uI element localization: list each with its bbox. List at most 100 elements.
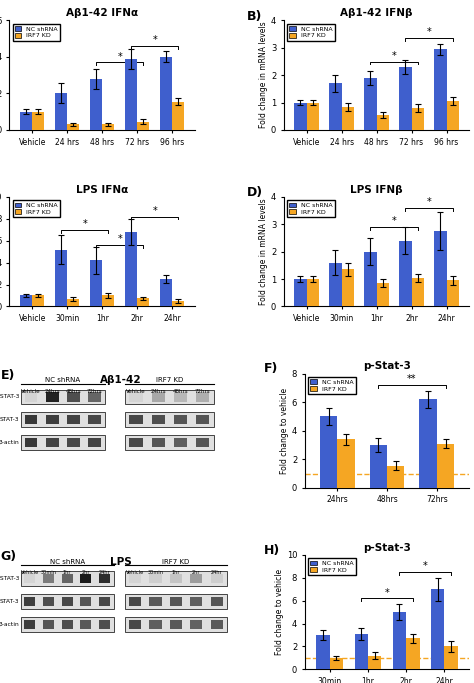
Bar (152, 438, 165, 447)
Text: 48hrs: 48hrs (173, 389, 188, 394)
Text: STAT-3: STAT-3 (0, 417, 19, 422)
Bar (25, 392, 37, 402)
Text: B): B) (247, 10, 262, 23)
Bar (376, 283, 389, 307)
Text: *: * (423, 561, 428, 571)
Text: IRF7 KD: IRF7 KD (155, 377, 183, 383)
Bar (25, 415, 37, 424)
Text: G): G) (0, 550, 17, 563)
Bar (125, 389, 214, 404)
Y-axis label: Fold change in mRNA levels: Fold change in mRNA levels (259, 22, 268, 128)
Title: Aβ1-42 IFNβ: Aβ1-42 IFNβ (340, 8, 413, 18)
Text: 24hrs: 24hrs (150, 389, 166, 394)
Text: 2hr: 2hr (82, 570, 90, 575)
Legend: NC shRNA, IRF7 KD: NC shRNA, IRF7 KD (13, 200, 61, 217)
Bar (46, 438, 58, 447)
Bar (67, 124, 80, 130)
Text: p-STAT-3: p-STAT-3 (0, 395, 19, 400)
Bar (62, 619, 73, 629)
Text: 24hr: 24hr (99, 570, 110, 575)
Text: *: * (152, 206, 157, 216)
Bar (99, 597, 110, 606)
Bar (80, 574, 91, 583)
Bar (99, 574, 110, 583)
Bar (20, 296, 32, 307)
Text: *: * (82, 219, 87, 229)
Bar (90, 260, 102, 307)
Bar (125, 232, 137, 307)
Bar (149, 597, 162, 606)
Bar (80, 597, 91, 606)
Bar (160, 279, 172, 307)
Bar (125, 413, 214, 428)
Text: p-STAT-3: p-STAT-3 (0, 576, 19, 581)
Bar (329, 263, 342, 307)
Bar (190, 574, 202, 583)
Bar (434, 49, 447, 130)
Text: Vehicle: Vehicle (21, 389, 41, 394)
Bar (174, 392, 187, 402)
Bar (406, 639, 419, 669)
Bar (294, 102, 307, 130)
Text: *: * (427, 197, 431, 207)
Bar (32, 111, 45, 130)
Bar (399, 67, 411, 130)
Bar (43, 574, 54, 583)
Bar (20, 413, 105, 428)
Bar (307, 102, 319, 130)
Y-axis label: Fold change to vehicle: Fold change to vehicle (275, 569, 284, 655)
Bar (393, 612, 406, 669)
Bar (437, 443, 454, 488)
Bar (55, 94, 67, 130)
Bar (88, 438, 100, 447)
Bar (43, 597, 54, 606)
Text: *: * (427, 27, 431, 38)
Bar (125, 571, 227, 586)
Y-axis label: Fold change to vehicle: Fold change to vehicle (280, 388, 289, 474)
Bar (320, 417, 337, 488)
Bar (80, 619, 91, 629)
Bar (447, 281, 459, 307)
Bar (411, 108, 424, 130)
Bar (46, 392, 58, 402)
Text: 30min: 30min (41, 570, 56, 575)
Bar (137, 122, 149, 130)
Bar (447, 101, 459, 130)
Bar (210, 597, 223, 606)
Bar (20, 571, 114, 586)
Text: D): D) (247, 186, 263, 199)
Bar (368, 656, 381, 669)
Bar (129, 438, 143, 447)
Text: 1hr: 1hr (172, 570, 180, 575)
Bar (46, 415, 58, 424)
Bar (190, 597, 202, 606)
Bar (67, 438, 80, 447)
Text: STAT-3: STAT-3 (0, 599, 19, 604)
Bar (170, 619, 182, 629)
Bar (316, 635, 330, 669)
Text: 30min: 30min (147, 570, 164, 575)
Bar (88, 392, 100, 402)
Bar (445, 647, 458, 669)
Text: 2hr: 2hr (192, 570, 201, 575)
Bar (329, 83, 342, 130)
Bar (24, 574, 36, 583)
Bar (172, 301, 184, 307)
Text: *: * (117, 234, 122, 245)
Text: Vehicle: Vehicle (126, 570, 144, 575)
Text: Aβ1-42: Aβ1-42 (100, 375, 141, 385)
Bar (24, 619, 36, 629)
Text: H): H) (264, 544, 280, 557)
Bar (387, 466, 404, 488)
Bar (125, 435, 214, 450)
Bar (67, 392, 80, 402)
Bar (355, 634, 368, 669)
Bar (370, 445, 387, 488)
Bar (337, 439, 355, 488)
Text: NC shRNA: NC shRNA (45, 377, 80, 383)
Bar (210, 619, 223, 629)
Bar (190, 619, 202, 629)
Y-axis label: Fold change in mRNA levels: Fold change in mRNA levels (259, 198, 268, 305)
Bar (90, 79, 102, 130)
Bar (43, 619, 54, 629)
